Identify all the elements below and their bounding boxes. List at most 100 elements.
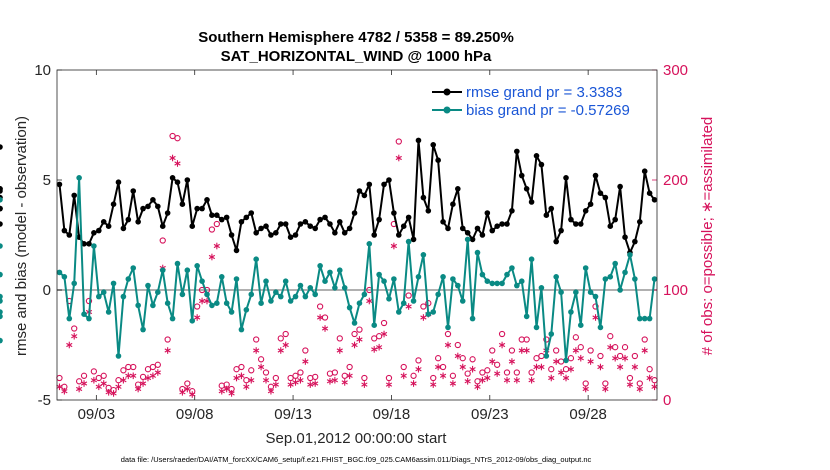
bias-point <box>189 318 196 324</box>
rmse-point <box>607 223 614 229</box>
obs-possible-marker <box>341 372 348 379</box>
rmse-point <box>400 223 407 229</box>
rmse-point <box>243 214 250 221</box>
rmse-point <box>297 221 304 227</box>
legend-label-rmse: rmse grand pr = 3.3383 <box>466 84 622 101</box>
obs-assimilated-stroke <box>139 381 147 386</box>
obs-assimilated-marker <box>135 385 142 393</box>
obs-assimilated-marker <box>66 341 73 349</box>
rmse-point <box>636 219 643 225</box>
bias-point <box>484 278 491 285</box>
rmse-point <box>425 208 432 214</box>
y-tick-label-left: 10 <box>34 62 51 79</box>
obs-assimilated-stroke <box>179 390 186 395</box>
bias-point <box>66 315 73 322</box>
obs-assimilated-marker <box>454 352 461 360</box>
bias-point <box>238 326 245 333</box>
obs-assimilated-marker <box>375 343 383 351</box>
rmse-point <box>228 232 235 238</box>
bias-point <box>573 289 579 296</box>
rmse-point <box>322 214 328 221</box>
obs-assimilated-stroke <box>562 375 570 381</box>
bias-point <box>587 289 594 296</box>
bias-point <box>164 300 171 307</box>
obs-assimilated-stroke <box>292 380 299 385</box>
rmse-point <box>287 234 294 240</box>
rmse-point <box>341 230 348 236</box>
rmse-point <box>150 197 156 203</box>
obs-possible-marker <box>159 237 166 244</box>
obs-assimilated-marker <box>572 347 579 354</box>
bias-point <box>499 280 505 287</box>
obs-assimilated-marker <box>508 358 516 365</box>
rmse-point <box>592 172 599 179</box>
rmse-point <box>361 192 368 199</box>
rmse-point <box>587 201 594 207</box>
obs-possible-marker <box>533 355 540 362</box>
obs-assimilated-marker <box>139 380 147 387</box>
obs-possible-marker <box>272 374 280 382</box>
rmse-point <box>509 208 515 214</box>
bias-point <box>568 309 574 315</box>
obs-assimilated-stroke <box>449 381 457 386</box>
bias-point <box>61 274 68 280</box>
obs-assimilated-marker <box>61 387 68 395</box>
rmse-point <box>479 232 486 238</box>
obs-possible-marker <box>277 335 284 342</box>
bias-point <box>273 289 279 296</box>
obs-assimilated-stroke <box>430 382 437 387</box>
obs-assimilated-marker <box>297 376 304 384</box>
rmse-point <box>263 223 269 229</box>
bias-point <box>489 280 496 287</box>
y-axis-label-left: rmse and bias (model - observation) <box>13 116 30 356</box>
plot-frame <box>56 69 658 401</box>
obs-assimilated-stroke <box>385 382 393 387</box>
bias-point <box>56 269 63 276</box>
x-tick-label: 09/23 <box>471 406 509 423</box>
series-layer <box>0 137 658 364</box>
rmse-point <box>415 137 422 144</box>
obs-assimilated-marker <box>533 363 540 371</box>
obs-possible-marker <box>587 347 594 354</box>
obs-assimilated-marker <box>523 347 530 354</box>
obs-assimilated-stroke <box>518 348 525 353</box>
bias-point <box>563 357 569 364</box>
obs-assimilated-stroke <box>302 359 309 364</box>
obs-possible-marker <box>95 374 102 382</box>
bias-point <box>322 278 328 285</box>
rmse-point <box>115 179 122 185</box>
rmse-point <box>504 221 510 227</box>
obs-assimilated-stroke <box>533 364 540 370</box>
bias-point <box>553 274 559 280</box>
obs-assimilated-marker <box>272 381 279 388</box>
obs-possible-marker <box>282 330 289 338</box>
bias-point <box>592 293 599 300</box>
obs-assimilated-stroke <box>464 379 471 384</box>
obs-assimilated-marker <box>641 347 648 354</box>
obs-assimilated-marker <box>302 358 309 365</box>
x-tick-label: 09/13 <box>274 406 312 423</box>
obs-assimilated-marker <box>621 354 629 362</box>
rmse-point <box>514 148 520 155</box>
chart-title-line2: SAT_HORIZONTAL_WIND @ 1000 hPa <box>221 48 492 65</box>
obs-assimilated-marker <box>390 242 398 250</box>
rmse-point <box>140 205 146 212</box>
obs-possible-marker <box>592 303 599 310</box>
obs-assimilated-marker <box>494 370 501 377</box>
bias-point <box>533 324 540 331</box>
bias-point <box>538 285 545 291</box>
rmse-point <box>435 157 441 163</box>
obs-assimilated-stroke <box>494 371 501 376</box>
obs-assimilated-stroke <box>80 381 88 386</box>
obs-assimilated-marker <box>435 363 442 371</box>
rmse-point <box>61 227 68 234</box>
rmse-line <box>58 139 656 254</box>
obs-assimilated-marker <box>444 341 452 349</box>
obs-assimilated-stroke <box>592 315 599 320</box>
obs-assimilated-stroke <box>331 378 339 383</box>
obs-assimilated-stroke <box>110 391 117 396</box>
obs-possible-marker <box>208 226 216 233</box>
bias-point <box>145 282 151 289</box>
bias-point <box>356 300 363 307</box>
obs-assimilated-marker <box>169 154 176 162</box>
